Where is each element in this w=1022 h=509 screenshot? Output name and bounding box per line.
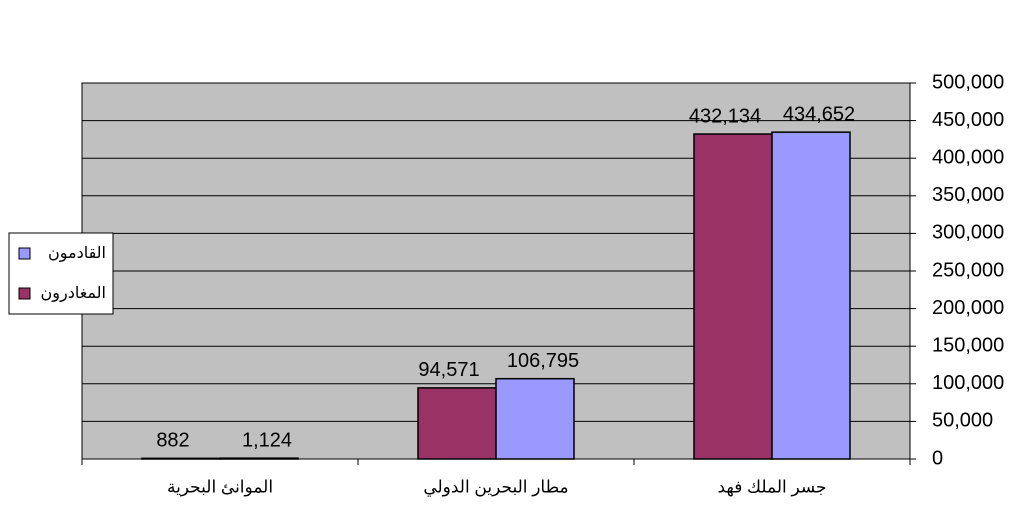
y-tick-label: 350,000 (932, 184, 1004, 206)
x-tick-label: الموانئ البحرية (167, 477, 273, 496)
legend-label: القادمون (48, 245, 106, 263)
x-tick-label: جسر الملك فهد (717, 477, 826, 497)
y-tick-label: 300,000 (932, 222, 1004, 244)
value-label: 94,571 (418, 359, 479, 381)
y-tick-label: 250,000 (932, 259, 1004, 281)
y-tick-label: 50,000 (932, 410, 993, 432)
x-tick-label: مطار البحرين الدولي (423, 477, 568, 497)
y-tick-label: 200,000 (932, 297, 1004, 319)
bar (219, 457, 299, 460)
value-label: 106,795 (507, 350, 579, 372)
y-tick-label: 0 (932, 447, 943, 469)
value-label: 432,134 (689, 105, 761, 127)
value-label: 882 (156, 430, 189, 452)
y-tick-label: 150,000 (932, 334, 1004, 356)
y-tick-label: 500,000 (932, 71, 1004, 93)
value-label: 1,124 (242, 429, 292, 451)
legend: القادمون المغادرون (8, 232, 114, 315)
legend-swatch (18, 287, 31, 300)
value-label: 434,652 (783, 103, 855, 125)
bar (693, 133, 773, 460)
y-tick-label: 400,000 (932, 146, 1004, 168)
bar (495, 377, 575, 460)
y-tick-label: 450,000 (932, 109, 1004, 131)
bar (141, 457, 221, 460)
bar (417, 387, 497, 460)
legend-label: المغادرون (41, 285, 107, 303)
legend-box (8, 232, 114, 315)
bar (771, 131, 851, 460)
legend-swatch (18, 247, 31, 260)
y-tick-label: 100,000 (932, 372, 1004, 394)
